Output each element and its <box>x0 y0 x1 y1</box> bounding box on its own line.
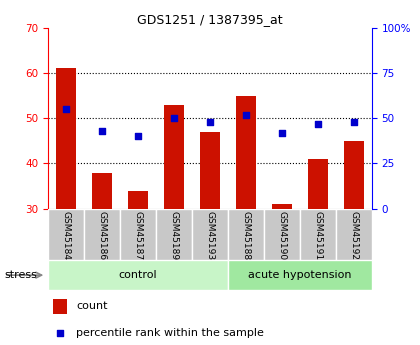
Text: control: control <box>119 270 158 280</box>
Text: stress: stress <box>4 270 37 280</box>
Point <box>207 119 213 125</box>
Bar <box>164 105 184 209</box>
Point <box>135 134 142 139</box>
Bar <box>92 172 112 209</box>
Bar <box>48 260 228 290</box>
Point <box>278 130 285 135</box>
Point <box>63 106 70 112</box>
Bar <box>272 204 292 209</box>
Bar <box>200 132 220 209</box>
Bar <box>228 209 264 260</box>
Text: GSM45193: GSM45193 <box>205 211 215 260</box>
Bar <box>120 209 156 260</box>
Bar <box>336 209 372 260</box>
Bar <box>236 96 256 209</box>
Bar <box>228 260 372 290</box>
Point <box>56 331 63 336</box>
Bar <box>56 68 76 209</box>
Text: GSM45188: GSM45188 <box>241 211 250 260</box>
Bar <box>300 209 336 260</box>
Bar <box>84 209 120 260</box>
Bar <box>264 209 300 260</box>
Bar <box>156 209 192 260</box>
Point <box>99 128 105 134</box>
Bar <box>53 299 67 314</box>
Text: GSM45186: GSM45186 <box>98 211 107 260</box>
Text: GSM45187: GSM45187 <box>134 211 143 260</box>
Bar <box>48 209 84 260</box>
Text: percentile rank within the sample: percentile rank within the sample <box>76 328 264 338</box>
Text: acute hypotension: acute hypotension <box>248 270 352 280</box>
Bar <box>128 190 148 209</box>
Bar <box>344 141 364 209</box>
Text: GSM45184: GSM45184 <box>62 211 71 260</box>
Point <box>243 112 249 117</box>
Bar <box>308 159 328 209</box>
Text: GSM45189: GSM45189 <box>170 211 178 260</box>
Text: GSM45191: GSM45191 <box>313 211 322 260</box>
Text: GSM45190: GSM45190 <box>277 211 286 260</box>
Title: GDS1251 / 1387395_at: GDS1251 / 1387395_at <box>137 13 283 27</box>
Point <box>171 115 177 121</box>
Point <box>350 119 357 125</box>
Point <box>315 121 321 126</box>
Text: GSM45192: GSM45192 <box>349 211 358 260</box>
Text: count: count <box>76 302 108 312</box>
Bar <box>192 209 228 260</box>
